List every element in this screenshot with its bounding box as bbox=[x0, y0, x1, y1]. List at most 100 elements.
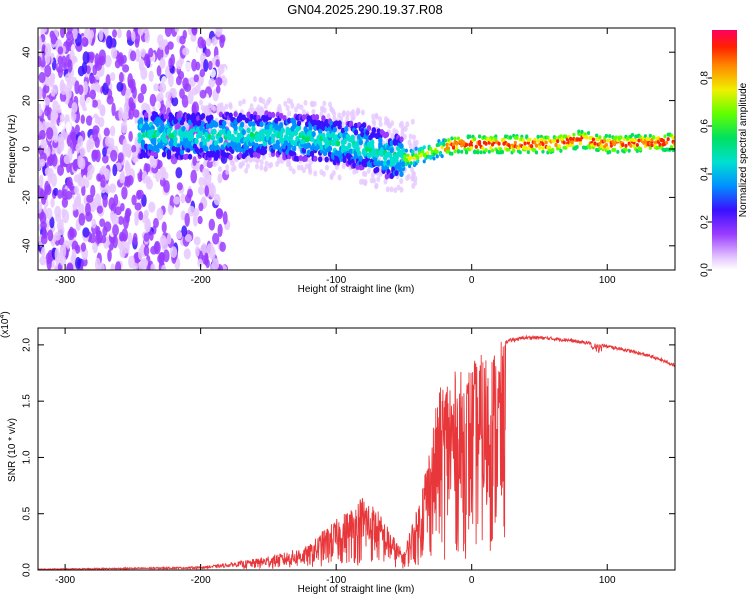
heatmap-cell bbox=[337, 120, 342, 127]
heatmap-cell bbox=[102, 82, 109, 96]
heatmap-cell bbox=[322, 107, 327, 114]
heatmap-cell bbox=[536, 138, 540, 143]
heatmap-cell bbox=[91, 99, 98, 108]
heatmap-cell bbox=[122, 109, 128, 124]
heatmap-cell bbox=[173, 130, 178, 137]
heatmap-cell bbox=[410, 166, 415, 173]
heatmap-cell bbox=[408, 133, 413, 140]
heatmap-cell bbox=[187, 90, 194, 105]
heatmap-cell bbox=[521, 138, 526, 143]
heatmap-cell bbox=[99, 104, 106, 117]
heatmap-cell bbox=[435, 154, 439, 159]
heatmap-cell bbox=[148, 70, 154, 83]
heatmap-cell bbox=[206, 243, 213, 255]
heatmap-cell bbox=[378, 121, 383, 128]
heatmap-cell bbox=[371, 118, 376, 125]
heatmap-cell bbox=[360, 178, 365, 185]
heatmap-cell bbox=[530, 144, 534, 149]
heatmap-cell bbox=[173, 196, 181, 205]
heatmap-cell bbox=[67, 59, 73, 73]
heatmap-cell bbox=[94, 115, 101, 125]
heatmap-cell bbox=[161, 151, 167, 158]
heatmap-cell bbox=[259, 121, 264, 128]
heatmap-cell bbox=[453, 149, 457, 154]
spectrogram-ytick-label: 20 bbox=[22, 95, 33, 107]
heatmap-cell bbox=[101, 165, 107, 175]
heatmap-cell bbox=[526, 150, 530, 155]
heatmap-cell bbox=[363, 161, 368, 168]
heatmap-cell bbox=[422, 145, 426, 150]
heatmap-cell bbox=[416, 159, 420, 164]
heatmap-cell bbox=[508, 135, 513, 140]
heatmap-cell bbox=[191, 28, 198, 36]
heatmap-cell bbox=[134, 214, 139, 226]
heatmap-cell bbox=[352, 142, 357, 149]
heatmap-cell bbox=[60, 28, 66, 39]
heatmap-cell bbox=[184, 61, 192, 71]
heatmap-cell bbox=[399, 178, 404, 185]
heatmap-cell bbox=[59, 120, 66, 131]
heatmap-cell bbox=[157, 92, 164, 102]
heatmap-cell bbox=[86, 194, 94, 204]
colorbar-tick-label: 0.6 bbox=[700, 119, 711, 133]
heatmap-cell bbox=[124, 160, 130, 172]
heatmap-cell bbox=[204, 252, 209, 266]
heatmap-cell bbox=[161, 237, 169, 252]
heatmap-cell bbox=[105, 185, 111, 194]
heatmap-cell bbox=[38, 86, 43, 100]
heatmap-cell bbox=[152, 137, 157, 144]
heatmap-cell bbox=[450, 136, 454, 141]
heatmap-cell bbox=[595, 133, 599, 138]
heatmap-cell bbox=[41, 44, 47, 57]
heatmap-cell bbox=[215, 28, 223, 37]
heatmap-cell bbox=[207, 102, 212, 109]
heatmap-cell bbox=[215, 149, 220, 156]
spectrogram-ylabel: Frequency (Hz) bbox=[7, 115, 18, 184]
heatmap-cell bbox=[143, 111, 149, 118]
colorbar-tick-label: 0.2 bbox=[700, 215, 711, 229]
heatmap-cell bbox=[360, 109, 365, 116]
heatmap-cell bbox=[141, 170, 148, 184]
heatmap-cell bbox=[98, 49, 106, 63]
heatmap-cell bbox=[60, 83, 68, 95]
heatmap-cell bbox=[199, 89, 207, 99]
heatmap-cell bbox=[621, 142, 625, 147]
heatmap-cell bbox=[296, 120, 302, 127]
heatmap-cell bbox=[139, 117, 144, 124]
heatmap-cell bbox=[120, 202, 125, 212]
heatmap-cell bbox=[57, 46, 64, 55]
snr-xtick-label: -100 bbox=[326, 575, 346, 586]
heatmap-cell bbox=[198, 202, 204, 212]
heatmap-cell bbox=[102, 194, 108, 208]
heatmap-cell bbox=[198, 176, 205, 187]
snr-ytick-label: 1.0 bbox=[22, 450, 33, 464]
heatmap-cell bbox=[206, 159, 214, 169]
spectrogram-xtick-label: -300 bbox=[55, 275, 75, 286]
heatmap-cell bbox=[450, 151, 454, 156]
heatmap-cell bbox=[307, 163, 312, 170]
heatmap-cell bbox=[46, 127, 54, 140]
heatmap-cell bbox=[299, 104, 304, 111]
heatmap-cell bbox=[294, 106, 299, 113]
heatmap-cell bbox=[204, 145, 209, 152]
snr-ytick-label: 0.5 bbox=[22, 506, 33, 520]
heatmap-cell bbox=[329, 105, 334, 112]
heatmap-cell bbox=[411, 149, 415, 154]
heatmap-cell bbox=[204, 185, 209, 197]
heatmap-cell bbox=[78, 177, 86, 188]
heatmap-cell bbox=[197, 36, 205, 49]
heatmap-cell bbox=[624, 147, 628, 152]
heatmap-cell bbox=[148, 201, 156, 213]
heatmap-cell bbox=[166, 151, 172, 158]
heatmap-cell bbox=[179, 153, 185, 160]
heatmap-cell bbox=[233, 125, 238, 132]
heatmap-cell bbox=[551, 148, 555, 153]
heatmap-cell bbox=[337, 112, 342, 119]
heatmap-cell bbox=[197, 258, 204, 268]
heatmap-cell bbox=[370, 172, 375, 179]
heatmap-cell bbox=[259, 159, 264, 166]
heatmap-cell bbox=[112, 224, 119, 237]
heatmap-cell bbox=[88, 248, 94, 259]
heatmap-cell bbox=[374, 182, 379, 189]
heatmap-cell bbox=[275, 143, 281, 150]
